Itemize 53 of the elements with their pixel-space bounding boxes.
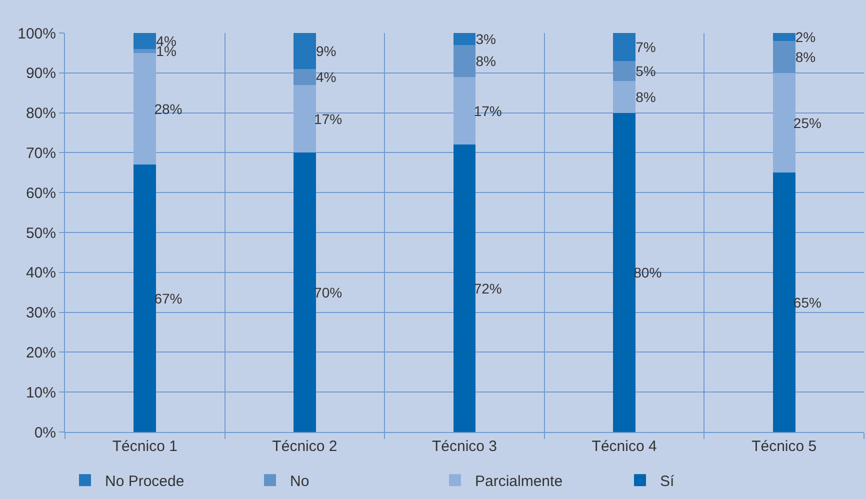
data-label: 8% — [432, 52, 496, 69]
bar — [134, 52, 156, 165]
bar — [294, 152, 316, 432]
y-tick-label: 10% — [26, 384, 56, 402]
data-label: 28% — [108, 100, 182, 117]
bar — [134, 164, 156, 432]
y-tick-label: 0% — [34, 424, 56, 442]
legend-label: Parcialmente — [475, 473, 563, 490]
y-tick-label: 80% — [26, 105, 56, 122]
bar — [294, 33, 316, 69]
x-tick-label: Técnico 1 — [112, 438, 178, 455]
bar — [134, 33, 156, 49]
bar — [613, 33, 636, 61]
bar — [772, 72, 796, 173]
y-tick-label: 20% — [26, 344, 56, 362]
bar — [772, 40, 796, 73]
data-label: 8% — [752, 48, 816, 65]
bar — [453, 33, 476, 45]
bar — [613, 112, 636, 432]
data-label: 17% — [267, 110, 342, 127]
data-label: 4% — [273, 68, 336, 85]
y-tick-label: 70% — [26, 144, 56, 162]
data-label: 9% — [273, 42, 336, 59]
bar — [294, 84, 316, 153]
bar — [134, 48, 156, 53]
bar — [772, 33, 796, 41]
y-tick-label: 100% — [18, 25, 56, 42]
bar — [453, 76, 476, 145]
data-label: 7% — [592, 38, 656, 55]
legend-label: Sí — [660, 473, 676, 490]
x-tick-label: Técnico 2 — [272, 438, 338, 455]
legend-label: No — [290, 473, 310, 490]
bar — [613, 80, 636, 113]
y-tick-label: 90% — [26, 65, 56, 82]
bar — [453, 144, 476, 432]
data-label: 2% — [752, 28, 816, 45]
x-tick-label: Técnico 3 — [432, 438, 498, 455]
data-label: 3% — [432, 30, 496, 47]
y-tick-label: 60% — [26, 184, 56, 202]
x-tick-label: Técnico 4 — [592, 438, 657, 455]
legend-label: No Procede — [105, 473, 184, 490]
bar — [772, 172, 796, 432]
data-label: 5% — [592, 62, 656, 79]
y-tick-label: 40% — [26, 264, 56, 282]
data-label: 25% — [746, 114, 822, 131]
bar — [613, 60, 636, 81]
data-label: 17% — [427, 102, 502, 119]
bar — [453, 44, 476, 77]
y-tick-label: 30% — [26, 304, 56, 322]
x-tick-label: Técnico 5 — [752, 438, 817, 455]
bar — [294, 68, 316, 85]
data-label: 8% — [592, 88, 656, 105]
y-tick-label: 50% — [26, 224, 56, 242]
